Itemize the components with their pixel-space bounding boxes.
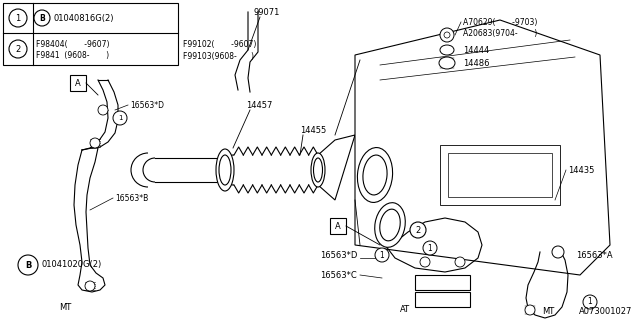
Text: 1: 1 (15, 13, 20, 22)
Circle shape (90, 138, 100, 148)
Ellipse shape (216, 149, 234, 191)
Bar (330, 218, 346, 234)
Text: 16563*B: 16563*B (115, 194, 148, 203)
Text: 01041020G(2): 01041020G(2) (42, 260, 102, 269)
Bar (415, 292, 470, 307)
Text: 14455: 14455 (300, 125, 326, 134)
Bar (70, 75, 86, 91)
Text: 2: 2 (15, 44, 20, 53)
Text: 16563*D: 16563*D (320, 251, 357, 260)
Text: 14486: 14486 (463, 59, 490, 68)
Text: B: B (39, 13, 45, 22)
Text: F9841  (9608-       ): F9841 (9608- ) (36, 51, 109, 60)
Text: A70629(       -9703): A70629( -9703) (463, 18, 538, 27)
Ellipse shape (311, 153, 325, 187)
Ellipse shape (357, 148, 392, 203)
Circle shape (410, 222, 426, 238)
Circle shape (85, 281, 95, 291)
Ellipse shape (374, 203, 405, 247)
Text: 99071: 99071 (253, 7, 280, 17)
Text: AT: AT (400, 306, 410, 315)
Circle shape (455, 257, 465, 267)
Text: A20683(9704-       ): A20683(9704- ) (463, 28, 537, 37)
Circle shape (444, 32, 450, 38)
Text: A: A (75, 78, 81, 87)
Circle shape (525, 305, 535, 315)
Ellipse shape (439, 57, 455, 69)
Text: MT: MT (59, 303, 71, 313)
Polygon shape (318, 135, 355, 200)
Circle shape (423, 241, 437, 255)
Circle shape (113, 111, 127, 125)
Ellipse shape (440, 45, 454, 55)
Circle shape (9, 40, 27, 58)
Text: F99102(       -9607): F99102( -9607) (183, 39, 257, 49)
Text: 16563*A: 16563*A (576, 251, 612, 260)
Text: MT: MT (542, 308, 554, 316)
Circle shape (552, 246, 564, 258)
Circle shape (34, 10, 50, 26)
Bar (3, 3, 178, 65)
Bar (448, 153, 552, 197)
Circle shape (98, 105, 108, 115)
Text: 1: 1 (118, 115, 122, 121)
Text: A073001027: A073001027 (579, 308, 632, 316)
Text: 16563*C: 16563*C (320, 270, 356, 279)
Text: 14457: 14457 (246, 100, 273, 109)
Text: F99103(9608-      ): F99103(9608- ) (183, 52, 254, 60)
Polygon shape (355, 20, 610, 275)
Bar (415, 275, 470, 290)
Ellipse shape (363, 155, 387, 195)
Ellipse shape (219, 155, 231, 185)
Text: A: A (335, 221, 341, 230)
Circle shape (9, 9, 27, 27)
Text: 16563*D: 16563*D (130, 100, 164, 109)
Ellipse shape (314, 158, 323, 182)
Text: 1: 1 (428, 244, 433, 252)
Text: 1: 1 (588, 298, 593, 307)
Text: B: B (25, 260, 31, 269)
Text: F98404(       -9607): F98404( -9607) (36, 39, 109, 49)
Ellipse shape (380, 209, 400, 241)
Text: 01040816G(2): 01040816G(2) (53, 13, 113, 22)
Circle shape (440, 28, 454, 42)
Circle shape (420, 257, 430, 267)
Text: 14435: 14435 (568, 165, 595, 174)
Circle shape (583, 295, 597, 309)
Text: 14444: 14444 (463, 45, 489, 54)
Circle shape (18, 255, 38, 275)
Circle shape (375, 248, 389, 262)
Text: 1: 1 (380, 251, 385, 260)
Bar (440, 145, 560, 205)
Text: 2: 2 (415, 226, 420, 235)
